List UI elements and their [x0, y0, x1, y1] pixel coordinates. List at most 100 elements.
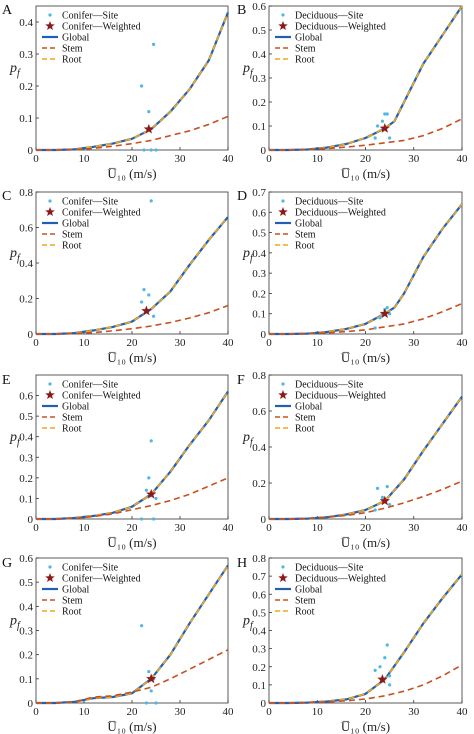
- legend-site-marker: [281, 382, 285, 386]
- legend-label: Deciduous—Weighted: [295, 22, 386, 33]
- legend-item: Root: [42, 241, 82, 252]
- legend-label: Stem: [295, 596, 316, 607]
- y-tick-label: 0.6: [252, 589, 266, 601]
- legend-site-marker: [48, 199, 52, 203]
- x-tick-label: 20: [127, 522, 139, 534]
- site-point: [373, 508, 377, 512]
- y-tick-label: 0.4: [19, 17, 33, 29]
- legend-item: Deciduous—Site: [281, 563, 364, 574]
- y-tick-label: 0.1: [252, 309, 266, 321]
- site-point: [375, 124, 380, 128]
- x-axis-label: U̅₁₀ (m/s): [341, 350, 390, 365]
- legend-label: Global: [62, 585, 89, 596]
- x-tick-label: 0: [266, 522, 272, 534]
- x-tick-label: 0: [266, 706, 272, 718]
- legend-item: Root: [42, 55, 82, 66]
- legend-label: Conifer—Site: [62, 380, 119, 391]
- y-tick-label: 0: [28, 329, 34, 341]
- y-tick-label: 0: [261, 698, 267, 710]
- site-point: [373, 326, 377, 330]
- legend-label: Conifer—Weighted: [62, 574, 141, 585]
- site-point: [140, 517, 144, 521]
- legend-label: Stem: [62, 596, 83, 607]
- legend-star-marker: [278, 573, 288, 583]
- x-tick-label: 20: [360, 337, 372, 349]
- x-tick-label: 40: [457, 706, 469, 718]
- legend-site-marker: [48, 382, 52, 386]
- legend-site-marker: [281, 13, 285, 17]
- x-tick-label: 30: [175, 337, 187, 349]
- y-tick-label: 0.1: [19, 674, 33, 686]
- x-tick-label: 10: [79, 522, 91, 534]
- legend-item: Conifer—Site: [48, 380, 119, 391]
- site-point: [140, 624, 144, 628]
- legend-item: Root: [42, 424, 82, 435]
- x-axis-label: U̅₁₀ (m/s): [107, 166, 156, 181]
- series-line-stem: [36, 477, 229, 520]
- weighted-point: [146, 673, 157, 684]
- y-tick-label: 0.3: [252, 268, 266, 280]
- legend-label: Deciduous—Site: [295, 11, 364, 22]
- legend-star-marker: [278, 390, 288, 400]
- legend-item: Root: [42, 607, 82, 618]
- legend-label: Deciduous—Site: [295, 563, 364, 574]
- x-tick-label: 0: [266, 153, 272, 165]
- legend-item: Stem: [275, 413, 316, 424]
- site-point: [380, 119, 384, 123]
- legend-star-marker: [278, 207, 288, 217]
- y-tick-label: 0.8: [19, 187, 33, 199]
- y-tick-label: 0.2: [252, 288, 266, 300]
- legend-label: Global: [62, 33, 89, 44]
- series-line-stem: [36, 304, 229, 335]
- x-tick-label: 30: [175, 706, 187, 718]
- legend-item: Global: [275, 33, 322, 44]
- legend-label: Deciduous—Site: [295, 380, 364, 391]
- x-tick-label: 30: [175, 153, 187, 165]
- site-point: [149, 689, 153, 693]
- legend-label: Conifer—Site: [62, 563, 119, 574]
- legend-site-marker: [281, 565, 285, 569]
- panel-letter: B: [237, 3, 246, 18]
- site-point: [378, 665, 382, 669]
- site-point: [152, 517, 156, 521]
- y-tick-label: 0.6: [19, 223, 33, 235]
- x-tick-label: 40: [223, 706, 235, 718]
- y-tick-label: 0.4: [19, 258, 33, 270]
- y-axis-label: pf: [9, 430, 21, 448]
- x-tick-label: 30: [408, 153, 420, 165]
- y-tick-label: 0.1: [19, 493, 33, 505]
- legend-item: Root: [275, 55, 315, 66]
- site-point: [147, 669, 151, 674]
- weighted-point: [143, 123, 154, 134]
- y-tick-label: 0.3: [19, 452, 33, 464]
- y-tick-label: 0.2: [19, 81, 33, 93]
- legend-label: Root: [62, 55, 82, 66]
- series-line-stem: [269, 664, 463, 704]
- x-tick-label: 20: [127, 337, 139, 349]
- legend-item: Conifer—Weighted: [45, 573, 141, 585]
- series-line-stem: [269, 480, 463, 520]
- site-point: [147, 293, 151, 297]
- x-axis-label: U̅₁₀ (m/s): [107, 535, 156, 550]
- site-point: [144, 488, 148, 492]
- y-tick-label: 0.4: [252, 442, 266, 454]
- legend-label: Root: [295, 424, 315, 435]
- legend-label: Conifer—Weighted: [62, 22, 141, 33]
- weighted-point: [141, 305, 152, 316]
- x-tick-label: 20: [360, 522, 372, 534]
- legend-item: Deciduous—Site: [281, 197, 364, 208]
- site-point: [385, 306, 389, 310]
- site-point: [378, 316, 382, 320]
- legend-item: Deciduous—Weighted: [278, 21, 386, 33]
- site-point: [373, 136, 377, 140]
- legend-item: Stem: [42, 596, 83, 607]
- weighted-point: [379, 122, 390, 133]
- x-tick-label: 40: [223, 153, 235, 165]
- site-point: [388, 683, 392, 687]
- legend-label: Root: [295, 607, 315, 618]
- x-tick-label: 40: [457, 522, 469, 534]
- weighted-point: [146, 488, 157, 499]
- y-axis-label: pf: [9, 614, 21, 632]
- x-tick-label: 0: [33, 706, 39, 718]
